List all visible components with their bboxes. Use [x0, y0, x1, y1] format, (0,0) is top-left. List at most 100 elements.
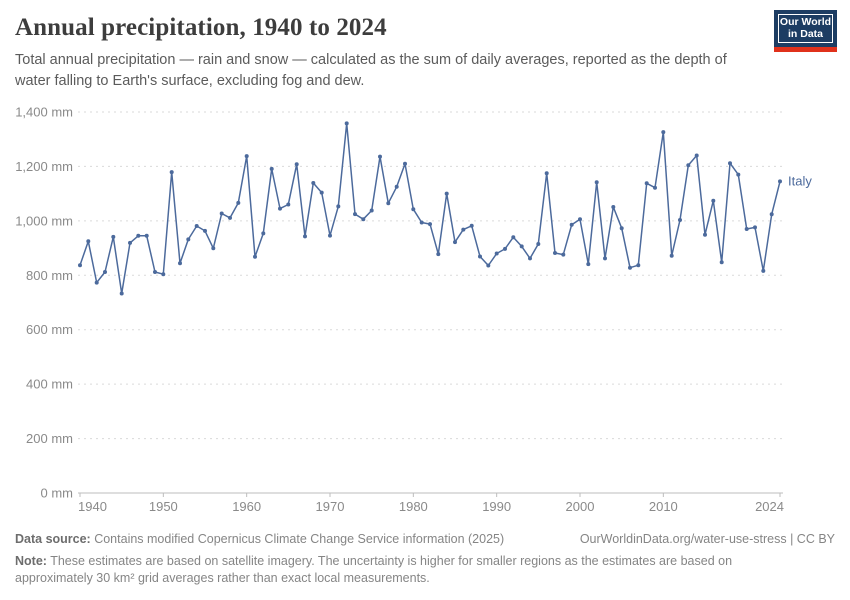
data-point[interactable]: [669, 253, 674, 258]
data-point[interactable]: [453, 240, 457, 245]
data-point[interactable]: [394, 184, 399, 189]
data-point[interactable]: [636, 263, 641, 268]
y-axis-tick-label: 400 mm: [26, 377, 73, 392]
data-point[interactable]: [569, 222, 574, 227]
data-point[interactable]: [528, 256, 532, 261]
data-point[interactable]: [211, 246, 216, 251]
data-point[interactable]: [128, 240, 132, 245]
data-point[interactable]: [153, 270, 157, 274]
data-point[interactable]: [461, 227, 466, 232]
owid-logo-box: Our World in Data: [774, 10, 837, 47]
data-point[interactable]: [294, 162, 299, 167]
data-point[interactable]: [653, 185, 657, 190]
x-axis-tick-label: 1950: [149, 499, 178, 514]
data-point[interactable]: [728, 161, 732, 166]
owid-license-link[interactable]: OurWorldinData.org/water-use-stress | CC…: [579, 532, 835, 546]
data-point[interactable]: [178, 261, 182, 266]
data-point[interactable]: [519, 244, 524, 249]
data-point[interactable]: [578, 217, 582, 222]
y-axis-tick-label: 1,200 mm: [15, 159, 73, 174]
x-axis-tick-label: 2010: [649, 499, 678, 514]
data-point[interactable]: [336, 204, 341, 209]
data-point[interactable]: [594, 180, 599, 185]
precipitation-line-chart: 0 mm 200 mm 400 mm 600 mm 800 mm 1,000 mm 1,20…: [15, 105, 812, 515]
data-point[interactable]: [303, 234, 307, 239]
data-point[interactable]: [611, 205, 616, 209]
data-point[interactable]: [753, 225, 757, 230]
data-point[interactable]: [78, 263, 82, 268]
data-point[interactable]: [286, 202, 291, 207]
data-point[interactable]: [369, 208, 374, 213]
data-point[interactable]: [769, 212, 774, 217]
x-axis-tick-label: 1990: [482, 499, 511, 514]
data-point[interactable]: [353, 212, 357, 217]
data-point[interactable]: [761, 268, 766, 273]
data-point[interactable]: [386, 201, 391, 206]
data-point[interactable]: [269, 166, 274, 171]
data-point[interactable]: [478, 254, 482, 259]
data-point[interactable]: [678, 218, 682, 222]
data-point[interactable]: [428, 222, 432, 227]
data-point[interactable]: [203, 228, 207, 233]
data-point[interactable]: [536, 242, 541, 246]
data-point[interactable]: [469, 223, 474, 228]
data-point[interactable]: [628, 265, 632, 270]
data-point[interactable]: [703, 232, 707, 237]
data-point[interactable]: [436, 252, 441, 257]
data-point[interactable]: [328, 233, 332, 238]
data-point[interactable]: [561, 252, 566, 257]
y-axis-tick-label: 1,400 mm: [15, 105, 73, 120]
data-point[interactable]: [694, 153, 699, 158]
data-point[interactable]: [719, 260, 724, 265]
data-point[interactable]: [219, 211, 224, 216]
data-point[interactable]: [444, 191, 449, 196]
data-point[interactable]: [228, 215, 232, 220]
chart-subtitle: Total annual precipitation — rain and sn…: [15, 52, 727, 90]
data-point[interactable]: [778, 179, 782, 184]
data-point[interactable]: [494, 251, 499, 256]
data-point[interactable]: [253, 254, 257, 259]
data-point[interactable]: [378, 154, 382, 159]
x-axis-tick-label: 1970: [316, 499, 345, 514]
data-point[interactable]: [94, 280, 99, 285]
series-label-italy[interactable]: Italy: [788, 173, 812, 188]
data-point[interactable]: [544, 171, 549, 176]
data-point[interactable]: [119, 291, 124, 296]
data-point[interactable]: [644, 181, 649, 186]
data-point[interactable]: [711, 198, 716, 203]
data-point[interactable]: [169, 170, 174, 175]
data-point[interactable]: [261, 231, 266, 236]
data-point[interactable]: [736, 172, 741, 177]
data-point[interactable]: [361, 217, 366, 222]
data-point[interactable]: [419, 220, 424, 225]
data-point[interactable]: [511, 235, 516, 240]
owid-logo[interactable]: Our World in Data: [774, 10, 837, 52]
data-point[interactable]: [619, 226, 624, 231]
series-line[interactable]: [79, 122, 781, 295]
data-point[interactable]: [194, 224, 199, 228]
data-point[interactable]: [503, 246, 507, 251]
data-point[interactable]: [486, 263, 491, 268]
data-point[interactable]: [86, 239, 91, 244]
data-point[interactable]: [586, 262, 591, 267]
data-point[interactable]: [103, 270, 107, 274]
data-point[interactable]: [136, 233, 141, 238]
data-point[interactable]: [244, 154, 249, 159]
data-point[interactable]: [236, 200, 241, 205]
data-point[interactable]: [553, 251, 557, 255]
data-point[interactable]: [744, 227, 749, 231]
data-point[interactable]: [344, 121, 349, 126]
data-point[interactable]: [403, 161, 407, 166]
data-point[interactable]: [411, 207, 416, 212]
data-point[interactable]: [111, 234, 116, 239]
chart-header: Annual precipitation, 1940 to 2024 Total…: [0, 0, 850, 92]
data-point[interactable]: [161, 272, 166, 277]
data-point[interactable]: [319, 190, 324, 195]
data-point[interactable]: [186, 237, 191, 242]
data-point[interactable]: [603, 256, 607, 261]
data-point[interactable]: [278, 206, 282, 211]
data-point[interactable]: [661, 130, 666, 135]
data-point[interactable]: [144, 233, 149, 238]
data-point[interactable]: [311, 181, 316, 185]
data-point[interactable]: [686, 163, 691, 168]
